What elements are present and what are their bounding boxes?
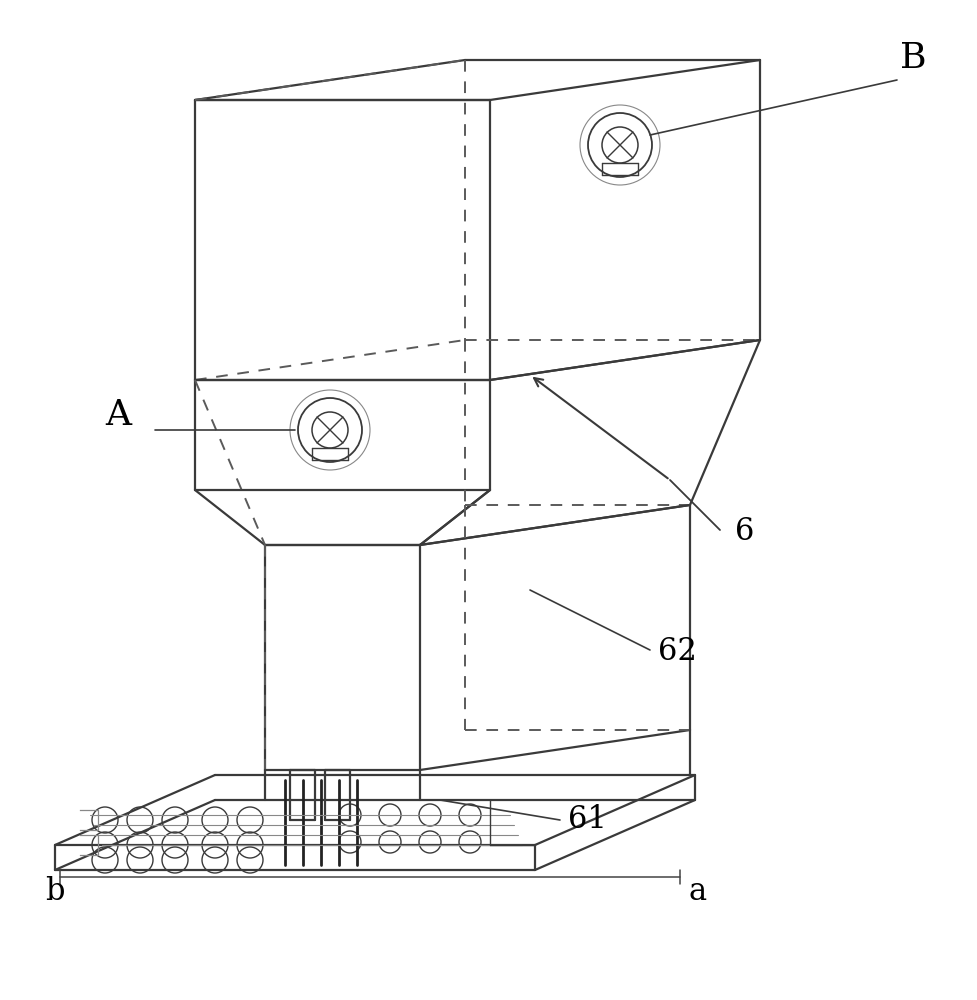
Text: b: b bbox=[45, 876, 64, 907]
Text: A: A bbox=[105, 398, 131, 432]
Text: 61: 61 bbox=[568, 804, 607, 835]
Text: 62: 62 bbox=[658, 636, 697, 667]
Text: a: a bbox=[687, 876, 705, 907]
Text: 6: 6 bbox=[735, 516, 753, 547]
Text: B: B bbox=[899, 41, 925, 75]
